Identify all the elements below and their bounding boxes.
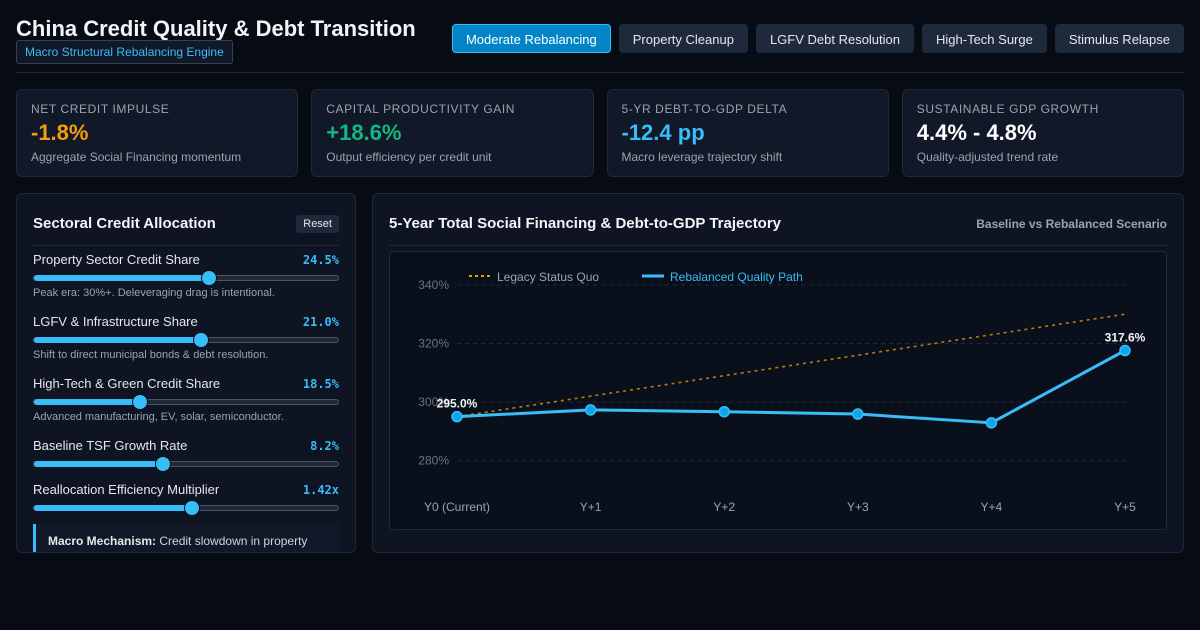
macro-mechanism-note: Macro Mechanism: Credit slowdown in prop… — [33, 524, 339, 552]
data-point — [985, 417, 998, 429]
trajectory-line-chart: 280% 300% 320% 340% Y0 (Current) Y+1 Y+2 Y+3 Y+4… — [418, 270, 1146, 514]
baseline-tsf-growth-control: Baseline TSF Growth Rate 8.2% — [33, 437, 339, 471]
scenario-stimulus-relapse-button[interactable]: Stimulus Relapse — [1054, 24, 1184, 53]
credit-allocation-panel: Sectoral Credit Allocation Reset Propert… — [16, 193, 356, 553]
slider-label: Baseline TSF Growth Rate — [33, 438, 188, 453]
slider-fill — [34, 505, 192, 511]
kpi-value: 4.4% - 4.8% — [916, 120, 1037, 145]
data-point — [451, 410, 463, 423]
scenario-selector: Moderate Rebalancing Property Cleanup LG… — [451, 24, 1184, 53]
trajectory-chart-panel: 5-Year Total Social Financing & Debt-to-… — [372, 193, 1184, 553]
slider-hint: Peak era: 30%+. Deleveraging drag is int… — [33, 287, 275, 299]
x-tick-label: Y+2 — [713, 500, 735, 514]
high-tech-green-share-control: High-Tech & Green Credit Share 18.5% Adv… — [33, 375, 339, 425]
kpi-label: Net Credit Impulse — [31, 102, 170, 116]
data-point — [584, 404, 597, 416]
slider-value: 21.0% — [302, 315, 339, 329]
kpi-description: Output efficiency per credit unit — [326, 150, 492, 164]
scenario-high-tech-surge-button[interactable]: High-Tech Surge — [922, 24, 1047, 53]
slider-thumb[interactable] — [132, 395, 147, 409]
lgfv-infrastructure-share-slider[interactable] — [33, 333, 339, 347]
page-title: China Credit Quality & Debt Transition — [16, 16, 416, 41]
chart-title: 5-Year Total Social Financing & Debt-to-… — [389, 215, 782, 232]
kpi-card-debt-to-gdp-delta: 5-Yr Debt-to-GDP Delta -12.4 pp Macro le… — [606, 89, 889, 177]
panel-title: Sectoral Credit Allocation — [33, 215, 216, 232]
baseline-tsf-growth-slider[interactable] — [33, 457, 339, 471]
kpi-card-net-credit-impulse: Net Credit Impulse -1.8% Aggregate Socia… — [16, 89, 299, 177]
slider-fill — [34, 275, 209, 281]
high-tech-green-share-slider[interactable] — [33, 395, 339, 409]
panel-header: Sectoral Credit Allocation Reset — [33, 210, 339, 246]
slider-fill — [34, 399, 140, 405]
kpi-label: Capital Productivity Gain — [326, 102, 516, 116]
legacy-status-quo-line — [456, 313, 1126, 418]
slider-value: 24.5% — [302, 253, 339, 267]
property-credit-share-slider[interactable] — [33, 271, 339, 285]
app-header: China Credit Quality & Debt Transition M… — [16, 16, 1184, 73]
kpi-label: 5-Yr Debt-to-GDP Delta — [621, 102, 788, 116]
kpi-card-sustainable-gdp-growth: Sustainable GDP Growth 4.4% - 4.8% Quali… — [901, 89, 1184, 177]
scenario-lgfv-debt-resolution-button[interactable]: LGFV Debt Resolution — [755, 24, 915, 53]
y-tick-label: 340% — [418, 278, 449, 292]
kpi-value: -1.8% — [31, 120, 89, 145]
slider-label: Reallocation Efficiency Multiplier — [33, 482, 220, 497]
legend-item-label: Rebalanced Quality Path — [670, 270, 803, 284]
slider-value: 18.5% — [302, 377, 339, 391]
engine-badge: Macro Structural Rebalancing Engine — [16, 40, 233, 64]
kpi-description: Aggregate Social Financing momentum — [31, 150, 242, 164]
data-point — [1119, 344, 1131, 357]
y-tick-label: 280% — [418, 454, 449, 468]
reallocation-efficiency-slider[interactable] — [33, 501, 339, 515]
x-tick-label: Y+4 — [981, 500, 1003, 514]
slider-label: LGFV & Infrastructure Share — [33, 314, 198, 329]
x-tick-label: Y+3 — [847, 500, 869, 514]
kpi-row: Net Credit Impulse -1.8% Aggregate Socia… — [16, 89, 1184, 177]
slider-label: Property Sector Credit Share — [33, 252, 200, 267]
kpi-value: -12.4 pp — [621, 120, 705, 145]
reallocation-efficiency-control: Reallocation Efficiency Multiplier 1.42x — [33, 481, 339, 515]
chart-subtitle: Baseline vs Rebalanced Scenario — [976, 216, 1167, 231]
slider-thumb[interactable] — [184, 501, 199, 515]
slider-fill — [34, 337, 201, 343]
lgfv-infrastructure-share-control: LGFV & Infrastructure Share 21.0% Shift … — [33, 313, 339, 363]
kpi-value: +18.6% — [326, 120, 402, 145]
y-tick-label: 300% — [418, 395, 449, 409]
chart-area: 280% 300% 320% 340% Y0 (Current) Y+1 Y+2 Y+3 Y+4… — [389, 251, 1167, 530]
kpi-label: Sustainable GDP Growth — [916, 102, 1099, 116]
kpi-description: Quality-adjusted trend rate — [916, 150, 1059, 164]
slider-fill — [34, 461, 163, 467]
mechanism-text: Credit slowdown in property — [156, 534, 308, 548]
slider-thumb[interactable] — [193, 333, 208, 347]
reset-button[interactable]: Reset — [296, 214, 339, 233]
mechanism-label: Macro Mechanism: — [48, 534, 157, 548]
x-tick-label: Y+1 — [580, 500, 602, 514]
scenario-moderate-rebalancing-button[interactable]: Moderate Rebalancing — [451, 24, 611, 53]
slider-thumb[interactable] — [155, 457, 170, 471]
scenario-property-cleanup-button[interactable]: Property Cleanup — [618, 24, 748, 53]
kpi-description: Macro leverage trajectory shift — [621, 150, 783, 164]
rebalanced-quality-path-line — [456, 349, 1126, 425]
data-label: 317.6% — [1105, 331, 1146, 345]
slider-hint: Shift to direct municipal bonds & debt r… — [33, 349, 269, 361]
data-label: 295.0% — [437, 397, 478, 411]
property-credit-share-control: Property Sector Credit Share 24.5% Peak … — [33, 251, 339, 301]
slider-value: 1.42x — [302, 483, 339, 497]
slider-thumb[interactable] — [201, 271, 216, 285]
slider-value: 8.2% — [310, 439, 339, 453]
data-point — [852, 408, 864, 420]
legend-item-label: Legacy Status Quo — [497, 270, 599, 284]
slider-hint: Advanced manufacturing, EV, solar, semic… — [33, 411, 284, 423]
y-tick-label: 320% — [418, 336, 449, 350]
x-tick-label: Y0 (Current) — [424, 500, 490, 514]
panel-header: 5-Year Total Social Financing & Debt-to-… — [389, 210, 1167, 246]
data-point — [718, 405, 730, 418]
kpi-card-capital-productivity-gain: Capital Productivity Gain +18.6% Output … — [311, 89, 594, 177]
slider-label: High-Tech & Green Credit Share — [33, 376, 221, 391]
x-tick-label: Y+5 — [1114, 500, 1136, 514]
